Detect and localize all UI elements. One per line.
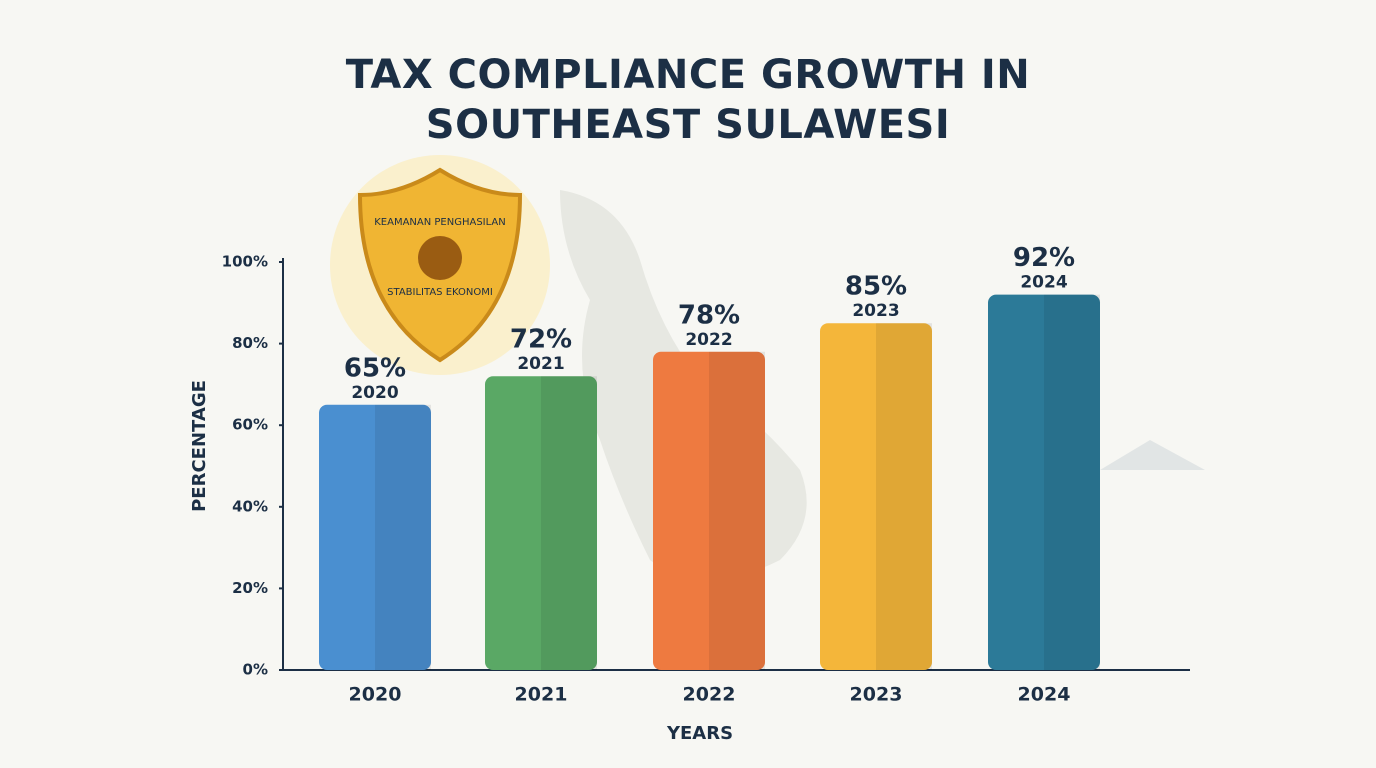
- value-label: 78%: [678, 300, 740, 330]
- value-label: 92%: [1013, 243, 1075, 273]
- x-axis-label: YEARS: [666, 723, 733, 744]
- x-tick-label: 2021: [515, 684, 568, 706]
- value-label: 85%: [845, 272, 907, 302]
- bar: [988, 294, 1100, 670]
- x-tick-label: 2020: [349, 684, 402, 706]
- bar: [319, 404, 431, 670]
- bar-year-label: 2024: [1020, 273, 1067, 293]
- bar-year-label: 2021: [517, 354, 564, 374]
- bar-shade: [1044, 294, 1100, 670]
- shield: KEAMANAN PENGHASILAN STABILITAS EKONOMI: [330, 155, 550, 375]
- bar-shade: [541, 376, 597, 670]
- bar-year-label: 2022: [685, 330, 732, 350]
- bar: [820, 323, 932, 670]
- y-tick-label: 60%: [232, 416, 268, 434]
- shield-text: STABILITAS EKONOMI: [387, 287, 493, 298]
- chart-title: TAX COMPLIANCE GROWTH IN SOUTHEAST SULAW…: [345, 52, 1031, 148]
- y-tick-label: 20%: [232, 579, 268, 597]
- y-axis-label: PERCENTAGE: [189, 380, 210, 512]
- y-tick-label: 80%: [232, 334, 268, 352]
- bar-shade: [876, 323, 932, 670]
- shield-text: KEAMANAN PENGHASILAN: [374, 217, 506, 228]
- bar-year-label: 2023: [852, 301, 899, 321]
- bar-shade: [375, 404, 431, 670]
- value-label: 65%: [344, 353, 406, 383]
- bar-shade: [709, 351, 765, 670]
- bar: [485, 376, 597, 670]
- value-label: 72%: [510, 325, 572, 355]
- bar-year-label: 2020: [351, 383, 398, 403]
- y-tick-label: 0%: [243, 661, 268, 679]
- x-tick-label: 2022: [683, 684, 736, 706]
- bar: [653, 351, 765, 670]
- x-tick-label: 2024: [1018, 684, 1071, 706]
- y-tick-label: 100%: [222, 253, 268, 271]
- y-tick-label: 40%: [232, 497, 268, 515]
- x-tick-label: 2023: [850, 684, 903, 706]
